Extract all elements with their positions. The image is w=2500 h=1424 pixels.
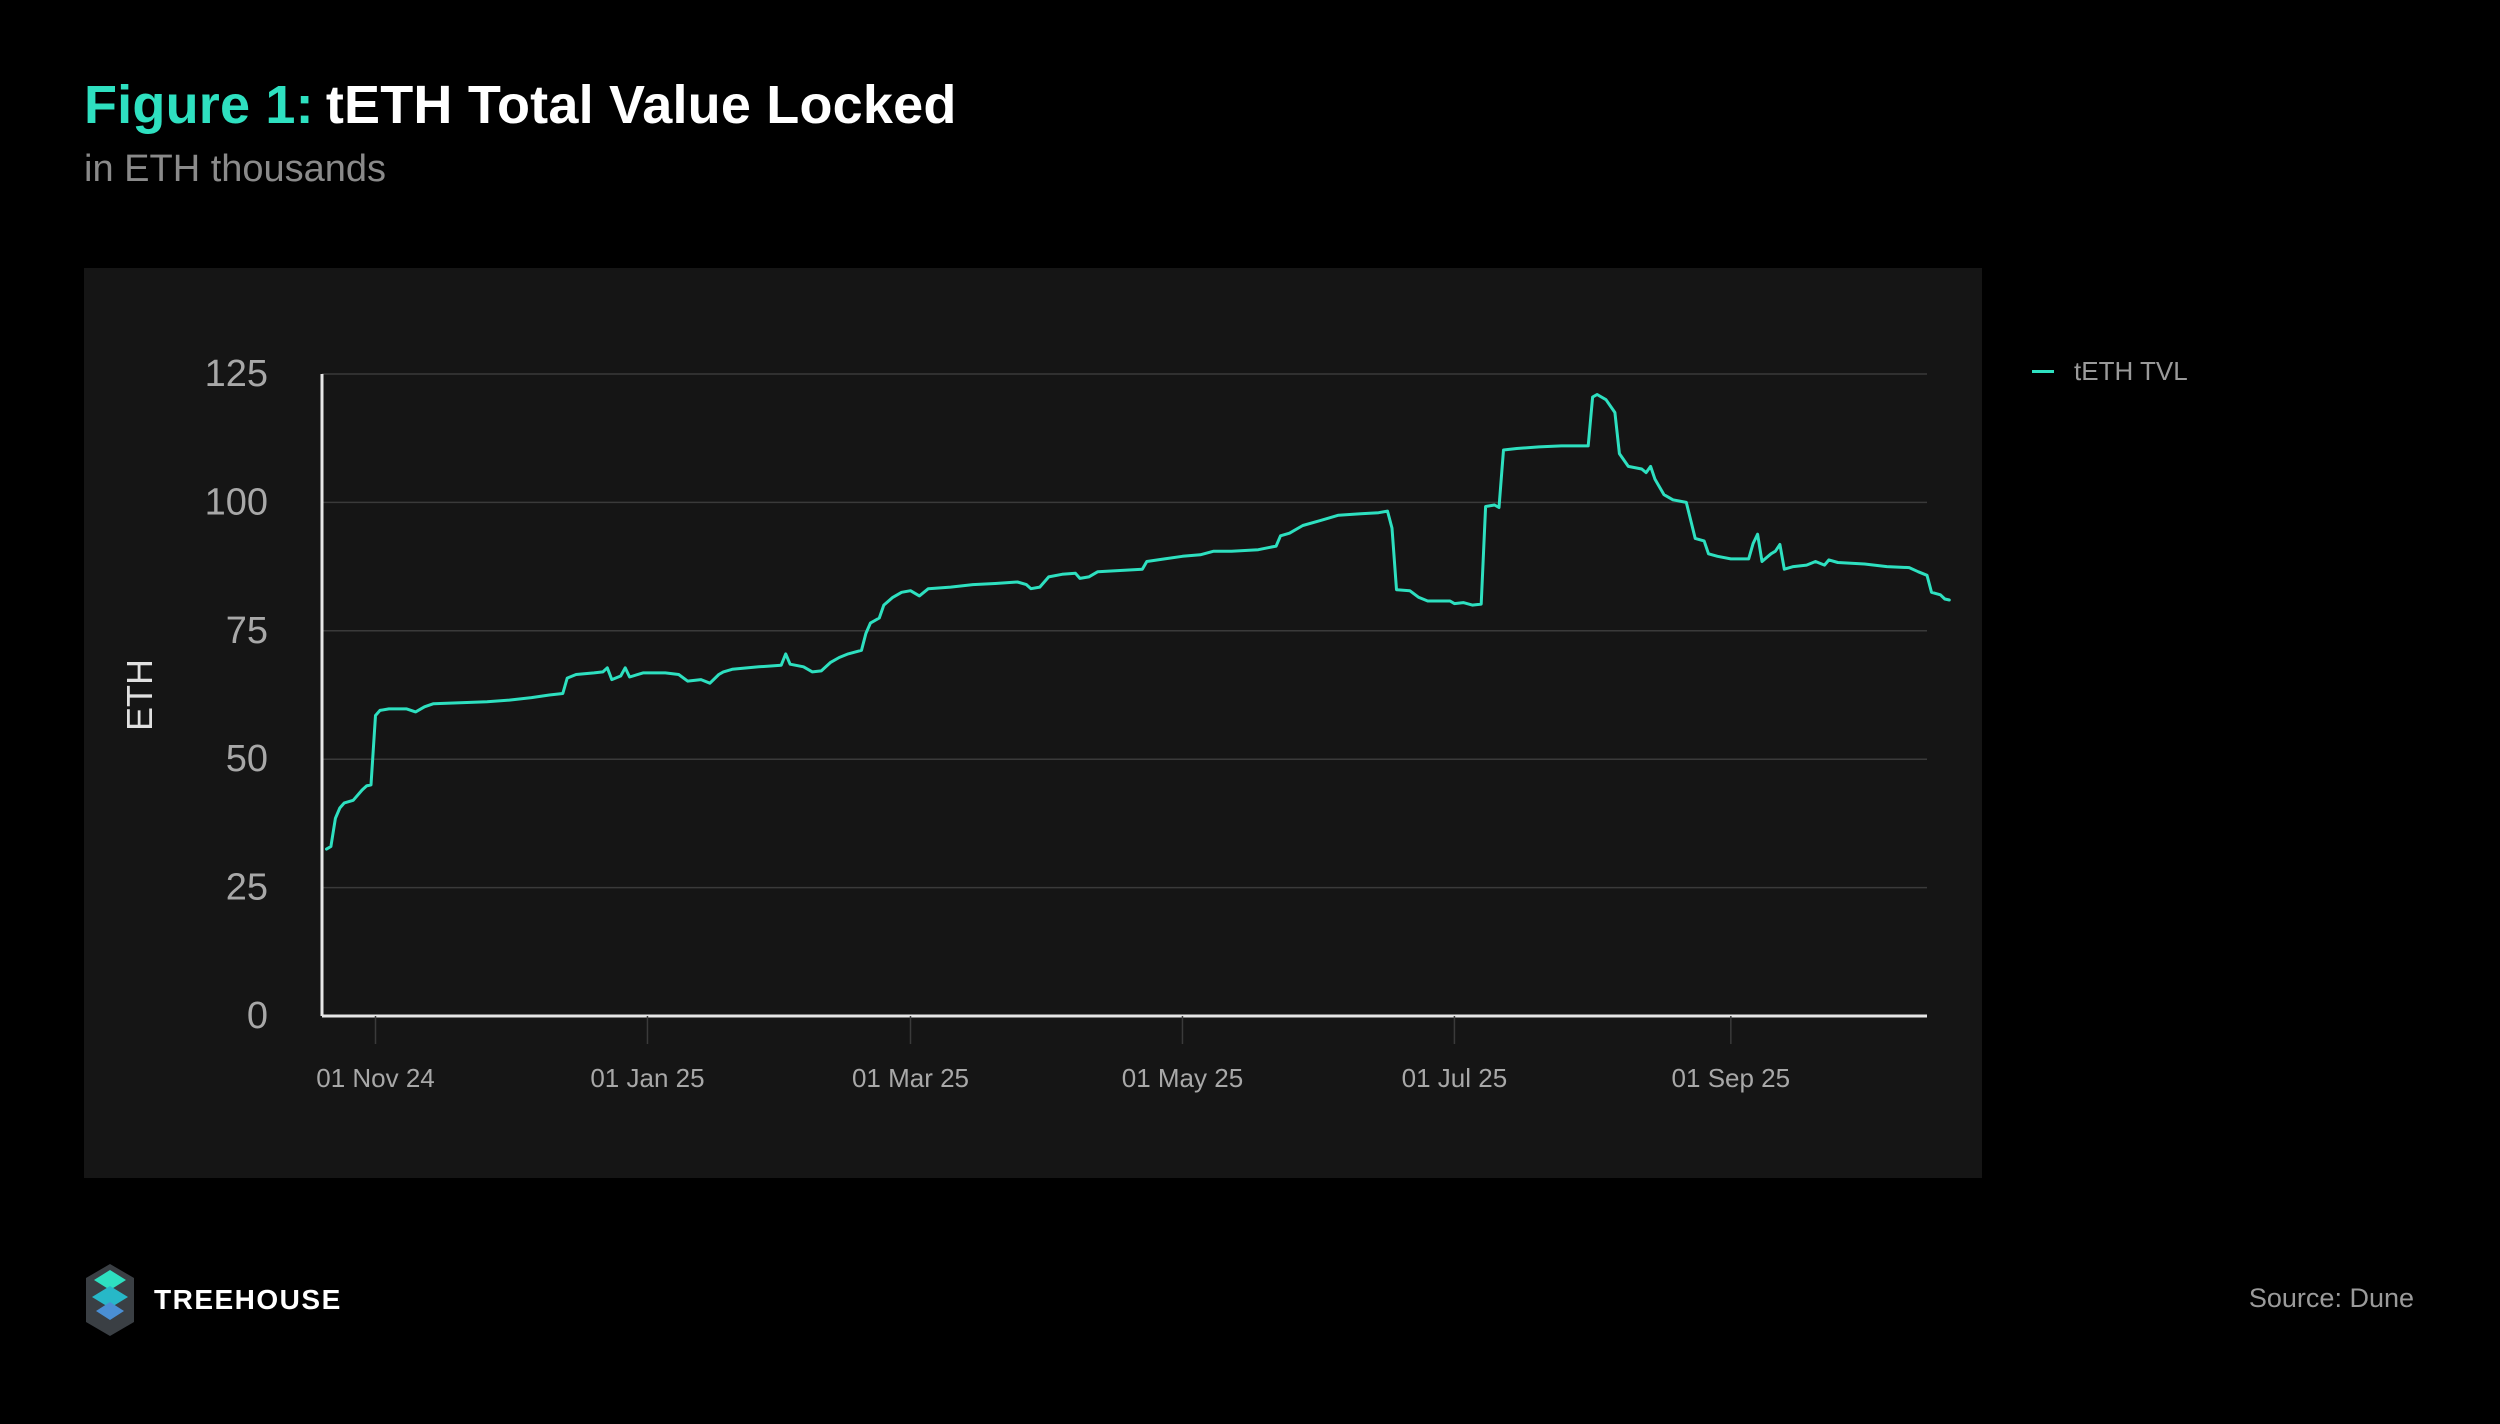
x-tick-label: 01 Nov 24 [316, 1063, 435, 1093]
legend: tETH TVL [2032, 356, 2188, 387]
x-tick-label: 01 Jan 25 [590, 1063, 704, 1093]
line-chart: 0 25 50 75 100 125 01 Nov 24 01 Jan 25 01 Mar 25… [119, 353, 1951, 1093]
tick-labels: 0 25 50 75 100 125 01 Nov 24 01 Jan 25 01 Mar 25… [205, 353, 1791, 1093]
x-tick-label: 01 Jul 25 [1402, 1063, 1508, 1093]
y-tick-label: 0 [247, 995, 268, 1037]
y-tick-label: 75 [226, 610, 268, 652]
figure-label: Figure 1: [84, 75, 314, 135]
y-tick-label: 25 [226, 867, 268, 909]
legend-label: tETH TVL [2074, 356, 2188, 386]
brand-name: TREEHOUSE [154, 1284, 342, 1315]
axes [320, 374, 1927, 1044]
x-tick-label: 01 Mar 25 [852, 1063, 969, 1093]
brand: TREEHOUSE [84, 1262, 342, 1338]
x-tick-label: 01 May 25 [1122, 1063, 1243, 1093]
figure-title: Figure 1: tETH Total Value Locked [84, 74, 957, 136]
y-tick-label: 50 [226, 738, 268, 780]
source-note: Source: Dune [2248, 1283, 2414, 1313]
y-axis-title: ETH [119, 659, 160, 731]
grid-lines [322, 373, 1927, 889]
series-line-teth-tvl [325, 393, 1951, 851]
chart-panel: 0 25 50 75 100 125 01 Nov 24 01 Jan 25 01 Mar 25… [84, 268, 1982, 1178]
legend-swatch [2032, 370, 2054, 373]
chart-title: tETH Total Value Locked [325, 75, 957, 135]
series-lines [325, 393, 1951, 851]
chart-subtitle: in ETH thousands [84, 148, 387, 190]
x-tick-label: 01 Sep 25 [1672, 1063, 1791, 1093]
y-tick-label: 100 [205, 481, 268, 523]
y-tick-label: 125 [205, 353, 268, 395]
treehouse-logo-icon [86, 1264, 134, 1336]
